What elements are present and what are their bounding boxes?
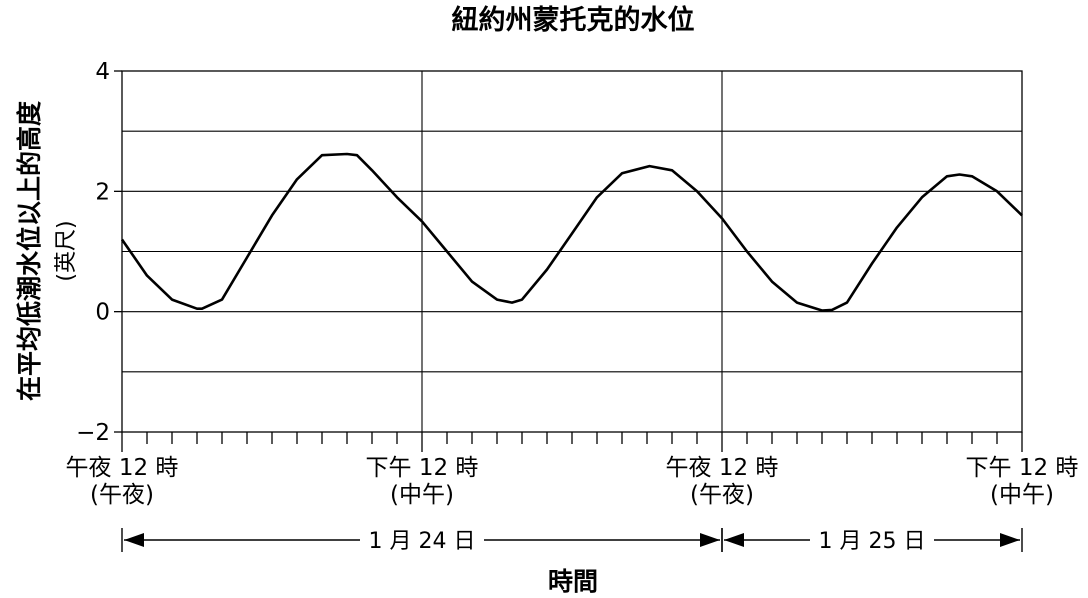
arrow-left-icon [724, 533, 744, 547]
date-span-label: 1 月 24 日 [369, 529, 476, 554]
date-span-label: 1 月 25 日 [819, 529, 926, 554]
x-tick-sublabel: (中午) [990, 482, 1054, 508]
arrow-right-icon [700, 533, 720, 547]
arrow-left-icon [124, 533, 144, 547]
x-tick-label: 午夜 12 時 [666, 455, 779, 481]
y-tick-label: 0 [95, 300, 110, 326]
x-tick-label: 下午 12 時 [966, 455, 1079, 481]
arrow-right-icon [1000, 533, 1020, 547]
x-tick-sublabel: (午夜) [690, 482, 754, 508]
y-tick-label: 2 [95, 179, 110, 205]
x-axis-label: 時間 [548, 567, 598, 596]
x-tick-label: 下午 12 時 [366, 455, 479, 481]
grid [122, 70, 1022, 432]
chart-title: 紐約州蒙托克的水位 [452, 4, 695, 36]
series-line [120, 152, 1023, 312]
x-tick-label: 午夜 12 時 [66, 455, 179, 481]
x-tick-sublabel: (午夜) [90, 482, 154, 508]
y-tick-label: −2 [76, 420, 110, 446]
y-tick-labels: −2 0 2 4 [76, 59, 122, 446]
x-axis-ticks [121, 432, 1023, 452]
x-tick-labels: 午夜 12 時(午夜)下午 12 時(中午)午夜 12 時(午夜)下午 12 時… [66, 455, 1079, 508]
y-axis-label: 在平均低潮水位以上的高度 [15, 101, 44, 401]
y-tick-label: 4 [95, 59, 110, 85]
y-axis-unit: (英尺) [54, 220, 79, 281]
date-spans: 1 月 24 日 1 月 25 日 [121, 528, 1023, 554]
x-tick-sublabel: (中午) [390, 482, 454, 508]
